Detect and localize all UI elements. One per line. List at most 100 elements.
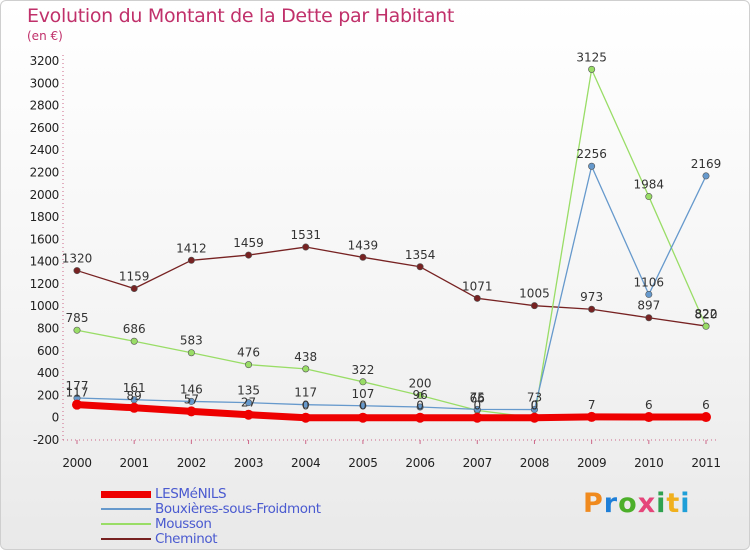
data-point: [245, 251, 253, 259]
chart-title: Evolution du Montant de la Dette par Hab…: [27, 5, 455, 27]
data-point: [588, 65, 596, 73]
data-point: [702, 172, 710, 180]
data-label: 0: [531, 399, 539, 413]
data-label: 897: [637, 299, 660, 313]
proxiti-logo: Proxiti: [583, 488, 691, 519]
data-label: 1005: [519, 287, 550, 301]
data-point: [359, 378, 367, 386]
data-point: [701, 412, 711, 423]
y-tick-label: 1000: [30, 299, 59, 313]
data-label: 1354: [405, 248, 436, 262]
x-tick-label: 2003: [234, 456, 263, 470]
data-point: [302, 243, 310, 251]
data-point: [245, 399, 253, 407]
data-point: [415, 412, 426, 423]
data-point: [129, 402, 140, 413]
data-point: [643, 412, 654, 423]
chart-unit-subtitle: (en €): [27, 29, 63, 43]
data-label: 161: [123, 381, 146, 395]
data-point: [530, 302, 538, 310]
data-label: 1071: [462, 279, 493, 293]
data-label: 27: [241, 396, 256, 410]
legend-label: LESMéNILS: [155, 486, 227, 502]
x-tick-label: 2002: [177, 456, 206, 470]
y-tick-label: 2600: [30, 121, 59, 135]
x-tick-label: 2008: [520, 456, 549, 470]
x-tick-label: 2000: [62, 456, 91, 470]
data-point: [187, 256, 195, 264]
legend-swatch: [101, 491, 151, 498]
data-point: [73, 326, 81, 334]
data-point: [416, 263, 424, 271]
legend-label: Cheminot: [155, 531, 218, 547]
data-label: 146: [180, 382, 203, 396]
data-label: 583: [180, 334, 203, 348]
x-tick-label: 2005: [348, 456, 377, 470]
data-point: [72, 399, 82, 410]
data-label: 1531: [290, 228, 321, 242]
logo-letter: i: [656, 488, 667, 519]
data-point: [300, 412, 311, 423]
data-point: [473, 405, 481, 413]
data-label: 686: [123, 322, 146, 336]
legend-label: Bouxières-sous-Froidmont: [155, 501, 321, 517]
data-label: 135: [237, 384, 260, 398]
y-tick-label: 1800: [30, 210, 59, 224]
data-label: 177: [66, 379, 89, 393]
data-point: [130, 337, 138, 345]
data-label: 6: [702, 398, 710, 412]
data-point: [357, 412, 368, 423]
data-point: [586, 411, 597, 422]
data-point: [302, 401, 310, 409]
series-line: [73, 401, 710, 422]
data-label: 66: [470, 391, 485, 405]
logo-letter: P: [583, 488, 604, 519]
y-tick-label: 400: [37, 366, 59, 380]
data-label: 1106: [634, 275, 665, 289]
data-label: 75: [470, 390, 485, 404]
y-tick-label: 3200: [30, 54, 59, 68]
legend-label: Mousson: [155, 516, 212, 532]
logo-letter: x: [637, 488, 657, 519]
y-tick-label: 0: [52, 411, 59, 425]
logo-letter: r: [603, 488, 619, 519]
legend-swatch: [101, 523, 151, 525]
data-label: 89: [127, 389, 142, 403]
y-tick-label: 2200: [30, 165, 59, 179]
data-label: 117: [66, 386, 89, 400]
data-point: [588, 162, 596, 170]
y-tick-label: 600: [37, 344, 59, 358]
series-line: [76, 246, 707, 327]
data-label: 973: [580, 290, 603, 304]
data-label: 7: [588, 398, 596, 412]
data-label: 96: [412, 388, 427, 402]
data-label: 1412: [176, 241, 207, 255]
y-tick-label: 200: [37, 388, 59, 402]
data-point: [645, 314, 653, 322]
x-tick-label: 2007: [463, 456, 492, 470]
data-label: 476: [237, 346, 260, 360]
y-tick-label: 1600: [30, 232, 59, 246]
logo-letter: i: [680, 488, 691, 519]
logo-letter: t: [666, 488, 681, 519]
y-tick-label: 1200: [30, 277, 59, 291]
x-tick-label: 2009: [577, 456, 606, 470]
data-point: [472, 412, 483, 423]
data-label: 2169: [691, 157, 722, 171]
data-label: 785: [66, 311, 89, 325]
y-tick-label: 800: [37, 322, 59, 336]
series-line: [76, 165, 707, 411]
data-label: 1459: [233, 236, 264, 250]
data-point: [302, 365, 310, 373]
y-tick-label: 3000: [30, 76, 59, 90]
data-label: 438: [294, 350, 317, 364]
data-label: 2256: [576, 147, 607, 161]
data-label: 200: [409, 376, 432, 390]
data-label: 322: [351, 363, 374, 377]
data-point: [416, 403, 424, 411]
data-point: [245, 361, 253, 369]
data-label: 57: [184, 392, 199, 406]
logo-letter: o: [618, 488, 638, 519]
